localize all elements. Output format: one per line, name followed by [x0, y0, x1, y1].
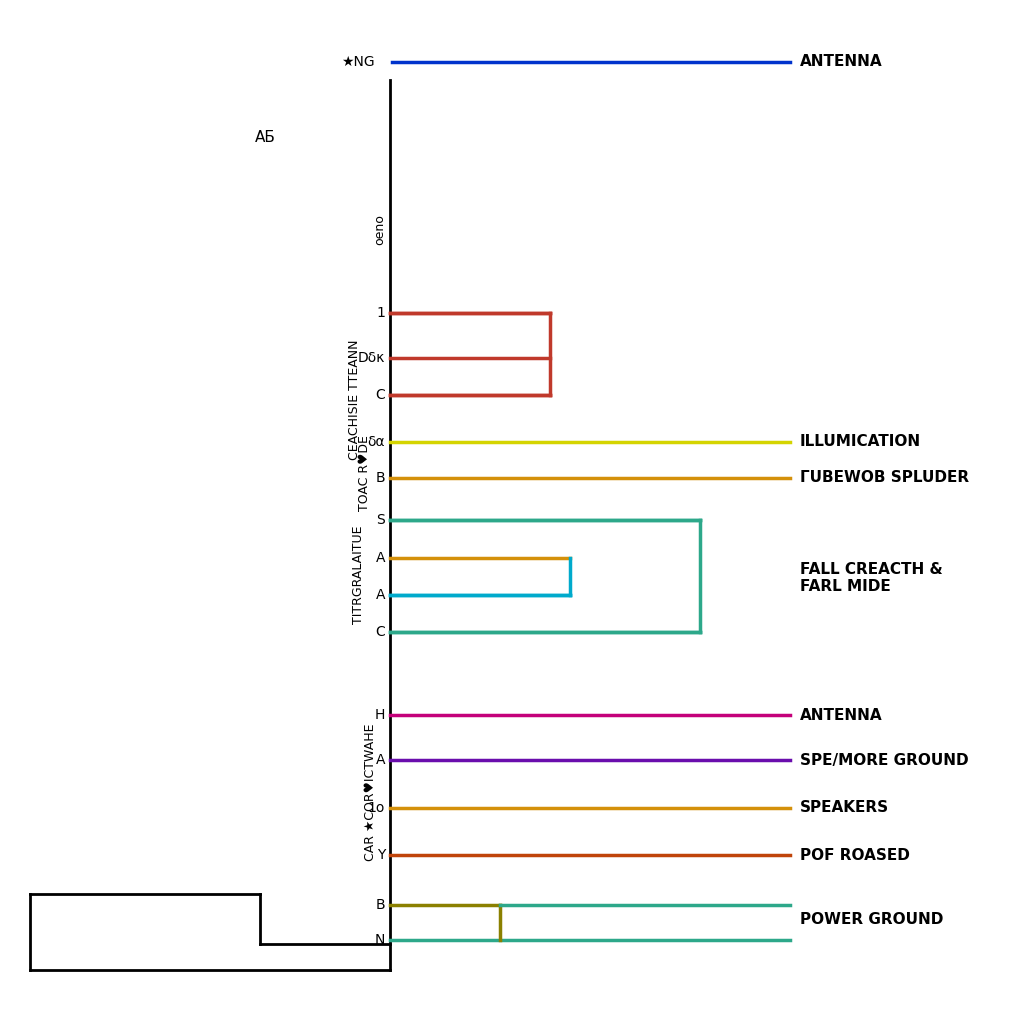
Text: ★NG: ★NG	[341, 55, 375, 69]
Text: 1o: 1o	[368, 801, 385, 815]
Text: N: N	[375, 933, 385, 947]
Text: CEACHISIE TTEANN: CEACHISIE TTEANN	[348, 340, 361, 460]
Text: C: C	[375, 388, 385, 402]
Text: A: A	[376, 588, 385, 602]
Text: POF ROASED: POF ROASED	[800, 848, 910, 862]
Text: POWER GROUND: POWER GROUND	[800, 912, 943, 928]
Text: 1: 1	[376, 306, 385, 319]
Text: B: B	[376, 471, 385, 485]
Text: АБ: АБ	[255, 130, 275, 145]
Text: CAR ★COR♥ICTWAHE: CAR ★COR♥ICTWAHE	[364, 723, 377, 861]
Text: ΓUBEWOB SPLUDER: ΓUBEWOB SPLUDER	[800, 470, 969, 485]
Text: SPEAKERS: SPEAKERS	[800, 801, 889, 815]
Text: H: H	[375, 708, 385, 722]
Text: A: A	[376, 551, 385, 565]
Text: ILLUMICATION: ILLUMICATION	[800, 434, 922, 450]
Text: Y: Y	[377, 848, 385, 862]
Text: TOAC R♥DE: TOAC R♥DE	[358, 435, 372, 511]
Text: A: A	[376, 753, 385, 767]
Text: δα: δα	[368, 435, 385, 449]
Text: oeno: oeno	[374, 215, 386, 246]
Text: B: B	[376, 898, 385, 912]
Text: S: S	[376, 513, 385, 527]
Text: TITRGRALAITUE: TITRGRALAITUE	[351, 525, 365, 625]
Text: Dδκ: Dδκ	[357, 351, 385, 365]
Text: ANTENNA: ANTENNA	[800, 54, 883, 70]
Text: SPE/MORE GROUND: SPE/MORE GROUND	[800, 753, 969, 768]
Text: FALL CREACTH &
FARL MIDE: FALL CREACTH & FARL MIDE	[800, 562, 943, 594]
Text: ANTENNA: ANTENNA	[800, 708, 883, 723]
Text: C: C	[375, 625, 385, 639]
